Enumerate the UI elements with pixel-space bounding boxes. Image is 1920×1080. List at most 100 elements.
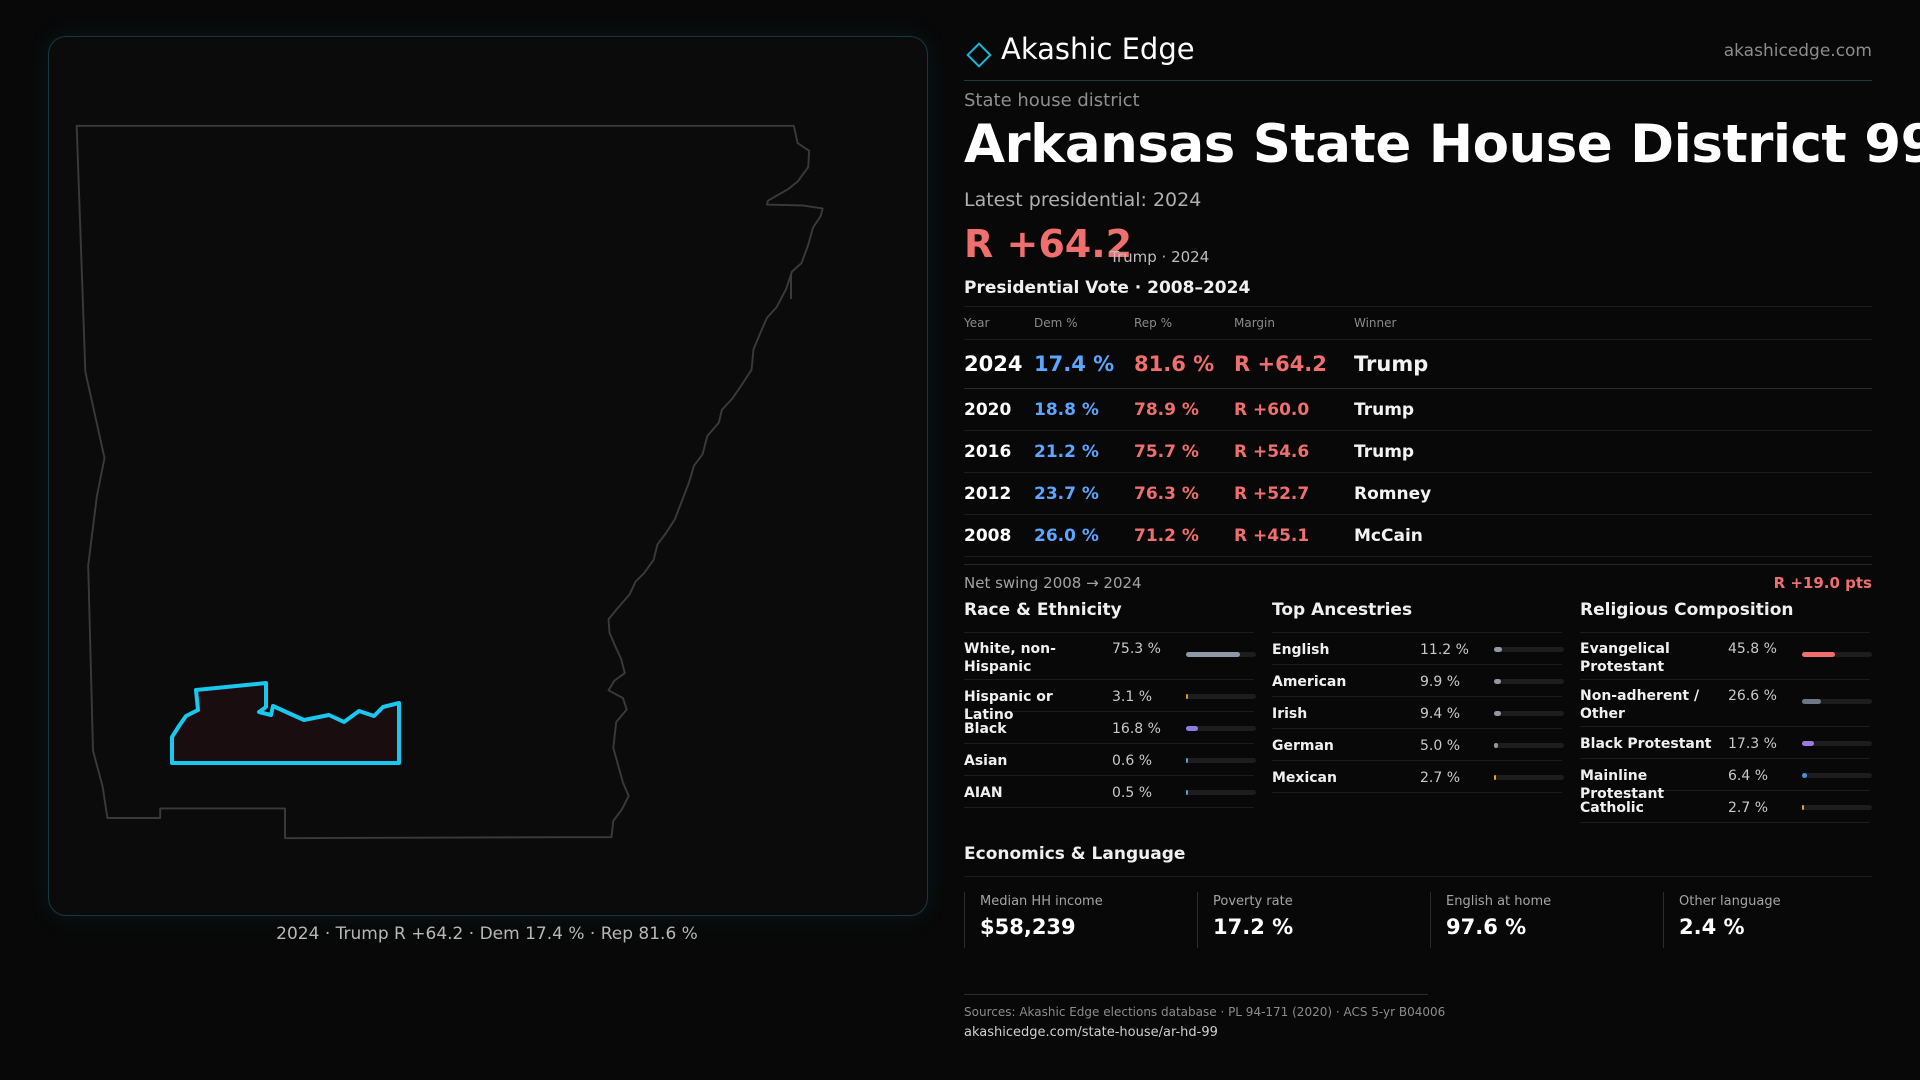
stat-english-at-home: English at home 97.6 % [1430, 892, 1662, 948]
vote-table-title: Presidential Vote · 2008–2024 [964, 278, 1251, 298]
diamond-logo-icon [966, 42, 992, 68]
stat-value: 17.2 % [1213, 915, 1294, 939]
item-value: 16.8 % [1112, 721, 1161, 737]
bar-track [1494, 775, 1564, 780]
list-item: Non-adherent / Other 26.6 % [1580, 680, 1872, 727]
brand-bar: Akashic Edge akashicedge.com [964, 32, 1872, 81]
bar-fill [1802, 741, 1815, 746]
item-value: 75.3 % [1112, 641, 1161, 657]
bar-track [1186, 790, 1256, 795]
net-swing-row: Net swing 2008 → 2024 R +19.0 pts [964, 564, 1872, 595]
bar-track [1494, 711, 1564, 716]
item-label: Asian [964, 753, 1008, 769]
list-item: White, non-Hispanic 75.3 % [964, 633, 1256, 680]
row-rep: 81.6 % [1134, 339, 1234, 389]
table-header-row: Year Dem % Rep % Margin Winner [964, 306, 1872, 340]
item-label: AIAN [964, 785, 1003, 801]
ancestry-section: Top Ancestries English 11.2 % American 9… [1272, 600, 1564, 793]
latest-margin-note: Trump · 2024 [1110, 248, 1210, 266]
col-header-year: Year [964, 306, 1034, 340]
row-winner: Trump [1354, 430, 1872, 473]
item-value: 6.4 % [1728, 768, 1769, 784]
row-rep: 78.9 % [1134, 388, 1234, 431]
bar-fill [1186, 758, 1188, 763]
item-value: 26.6 % [1728, 688, 1777, 704]
list-item: German 5.0 % [1272, 729, 1564, 761]
row-dem: 26.0 % [1034, 514, 1134, 557]
col-header-winner: Winner [1354, 306, 1872, 340]
item-label: Black Protestant [1580, 736, 1712, 752]
table-row: 2016 21.2 % 75.7 % R +54.6 Trump [964, 430, 1872, 473]
religion-section: Religious Composition Evangelical Protes… [1580, 600, 1872, 823]
list-item: Black Protestant 17.3 % [1580, 727, 1872, 759]
bar-fill [1802, 652, 1835, 657]
list-item: Hispanic or Latino 3.1 % [964, 680, 1256, 723]
stat-value: 97.6 % [1446, 915, 1527, 939]
list-item: Mexican 2.7 % [1272, 761, 1564, 793]
bar-fill [1186, 726, 1198, 731]
row-dem: 17.4 % [1034, 339, 1134, 389]
item-value: 17.3 % [1728, 736, 1777, 752]
economics-stats: Median HH income $58,239 Poverty rate 17… [964, 892, 1872, 948]
race-ethnicity-section: Race & Ethnicity White, non-Hispanic 75.… [964, 600, 1256, 808]
list-item: English 11.2 % [1272, 633, 1564, 665]
item-value: 0.6 % [1112, 753, 1153, 769]
table-row: 2020 18.8 % 78.9 % R +60.0 Trump [964, 388, 1872, 431]
district-highlight[interactable] [170, 681, 401, 765]
row-margin: R +60.0 [1234, 388, 1354, 431]
stat-poverty-rate: Poverty rate 17.2 % [1197, 892, 1429, 948]
item-value: 45.8 % [1728, 641, 1777, 657]
district-map[interactable] [49, 37, 927, 915]
item-label: Hispanic or Latino [964, 689, 1053, 723]
permalink[interactable]: akashicedge.com/state-house/ar-hd-99 [964, 1025, 1218, 1040]
table-row: 2008 26.0 % 71.2 % R +45.1 McCain [964, 514, 1872, 557]
item-value: 2.7 % [1420, 770, 1461, 786]
row-dem: 18.8 % [1034, 388, 1134, 431]
row-winner: Romney [1354, 472, 1872, 515]
row-winner: Trump [1354, 339, 1872, 389]
list-item: Irish 9.4 % [1272, 697, 1564, 729]
item-value: 3.1 % [1112, 689, 1153, 705]
bar-track [1186, 694, 1256, 699]
item-value: 2.7 % [1728, 800, 1769, 816]
bar-track [1494, 743, 1564, 748]
bar-fill [1186, 652, 1240, 657]
row-winner: Trump [1354, 388, 1872, 431]
item-label: Evangelical Protestant [1580, 641, 1670, 675]
stat-label: Median HH income [980, 894, 1103, 909]
row-year: 2020 [964, 388, 1034, 431]
bar-track [1802, 741, 1872, 746]
bar-track [1802, 805, 1872, 810]
list-item: Catholic 2.7 % [1580, 791, 1872, 823]
bar-fill [1186, 694, 1189, 699]
bar-fill [1186, 790, 1188, 795]
row-rep: 75.7 % [1134, 430, 1234, 473]
item-label: Black [964, 721, 1007, 737]
stat-value: 2.4 % [1679, 915, 1745, 939]
bar-track [1186, 726, 1256, 731]
list-item: Black 16.8 % [964, 712, 1256, 744]
brand-url-link[interactable]: akashicedge.com [1723, 41, 1872, 61]
item-value: 11.2 % [1420, 642, 1469, 658]
info-panel: Akashic Edge akashicedge.com State house… [964, 0, 1920, 1080]
bar-track [1802, 652, 1872, 657]
bar-fill [1802, 773, 1807, 778]
bar-fill [1494, 711, 1501, 716]
sources-note: Sources: Akashic Edge elections database… [964, 1005, 1446, 1019]
row-year: 2012 [964, 472, 1034, 515]
list-item: American 9.9 % [1272, 665, 1564, 697]
bar-fill [1802, 699, 1821, 704]
section-title: Religious Composition [1580, 600, 1870, 633]
bar-fill [1494, 775, 1496, 780]
bar-track [1494, 679, 1564, 684]
col-header-rep: Rep % [1134, 306, 1234, 340]
row-year: 2008 [964, 514, 1034, 557]
list-item: AIAN 0.5 % [964, 776, 1256, 808]
stat-label: Other language [1679, 894, 1781, 909]
bar-track [1802, 773, 1872, 778]
map-panel[interactable] [48, 36, 928, 916]
row-rep: 76.3 % [1134, 472, 1234, 515]
section-title: Race & Ethnicity [964, 600, 1254, 633]
row-margin: R +52.7 [1234, 472, 1354, 515]
item-value: 0.5 % [1112, 785, 1153, 801]
